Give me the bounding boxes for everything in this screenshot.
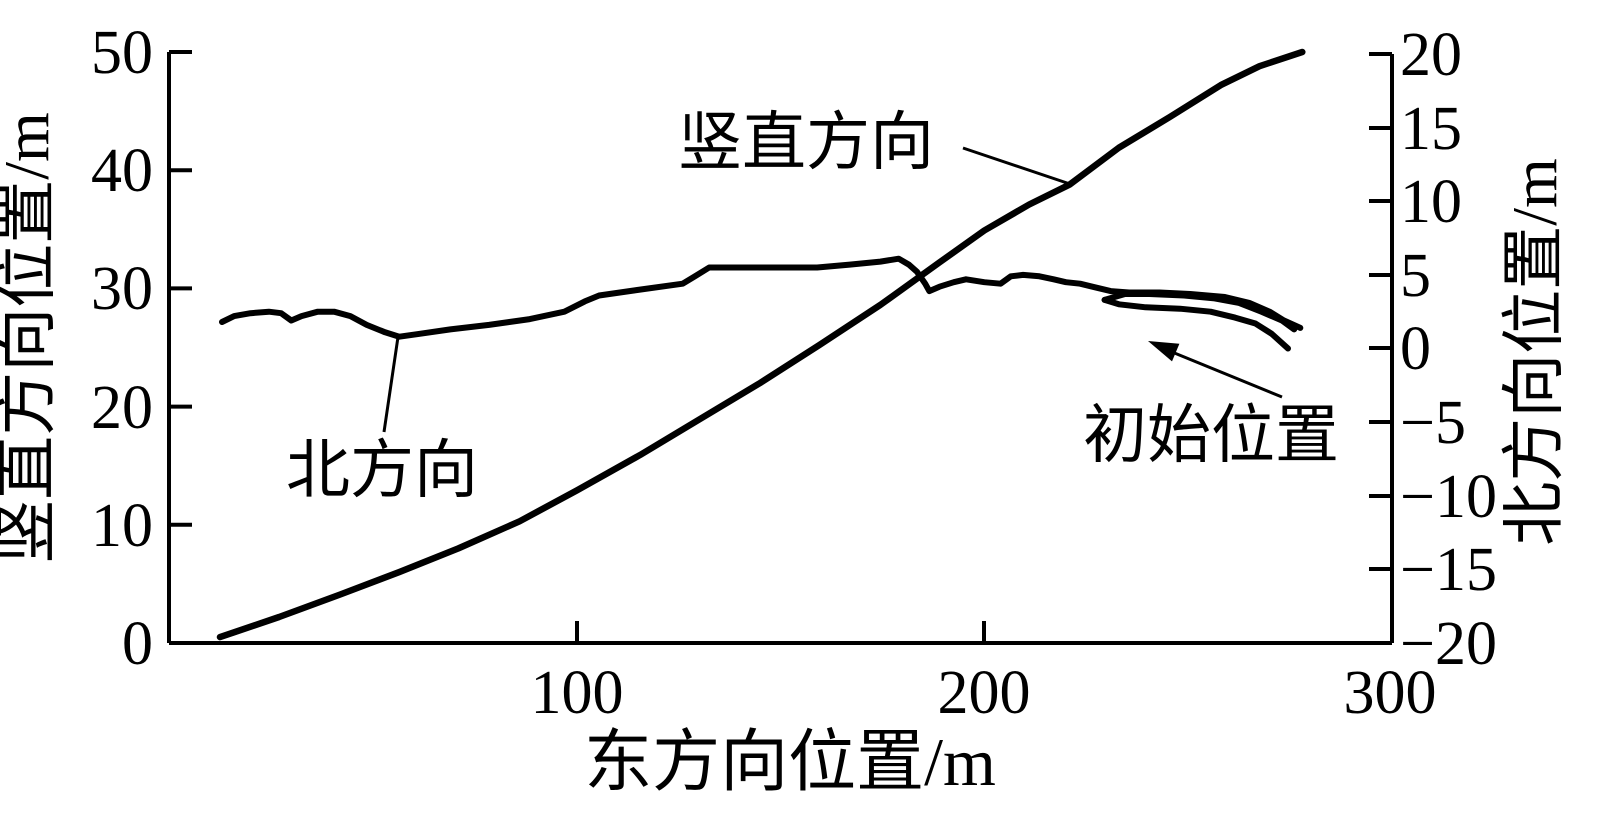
vertical-curve-label: 竖直方向 bbox=[678, 107, 934, 178]
left-y-label-30: 30 bbox=[91, 255, 153, 323]
initial-loop-lower-strand bbox=[1101, 296, 1291, 352]
vertical-position-curve bbox=[216, 48, 1306, 641]
right-y-label-m5: −5 bbox=[1400, 389, 1466, 457]
north-position-curve bbox=[219, 255, 1304, 340]
left-y-label-50: 50 bbox=[91, 19, 153, 87]
left-y-label-0: 0 bbox=[122, 610, 153, 678]
x-label-200: 200 bbox=[938, 659, 1031, 727]
initial-position-arrowhead-icon bbox=[1148, 341, 1180, 362]
right-y-label-m10: −10 bbox=[1400, 463, 1497, 531]
right-y-label-20: 20 bbox=[1400, 21, 1462, 89]
initial-position-label: 初始位置 bbox=[1083, 400, 1339, 471]
north-curve-leader-line bbox=[382, 336, 400, 433]
right-y-label-0: 0 bbox=[1400, 315, 1431, 383]
right-y-label-m20: −20 bbox=[1400, 610, 1497, 678]
right-y-label-15: 15 bbox=[1400, 95, 1462, 163]
left-y-label-10: 10 bbox=[91, 492, 153, 560]
north-curve-label: 北方向 bbox=[286, 435, 478, 506]
right-y-label-5: 5 bbox=[1400, 242, 1431, 310]
right-y-label-m15: −15 bbox=[1400, 536, 1497, 604]
left-y-axis-title: 竖直方向位置/m bbox=[0, 112, 62, 564]
initial-position-arrow-shaft bbox=[1171, 350, 1283, 399]
right-y-label-10: 10 bbox=[1400, 168, 1462, 236]
vertical-curve-leader-line bbox=[962, 146, 1071, 186]
x-label-100: 100 bbox=[531, 659, 624, 727]
right-y-axis-title: 北方向位置/m bbox=[1499, 158, 1570, 546]
x-label-300: 300 bbox=[1344, 659, 1437, 727]
x-axis-title: 东方向位置/m bbox=[584, 724, 996, 800]
initial-loop-upper-strand bbox=[1101, 291, 1298, 333]
left-y-label-40: 40 bbox=[91, 137, 153, 205]
left-y-label-20: 20 bbox=[91, 374, 153, 442]
